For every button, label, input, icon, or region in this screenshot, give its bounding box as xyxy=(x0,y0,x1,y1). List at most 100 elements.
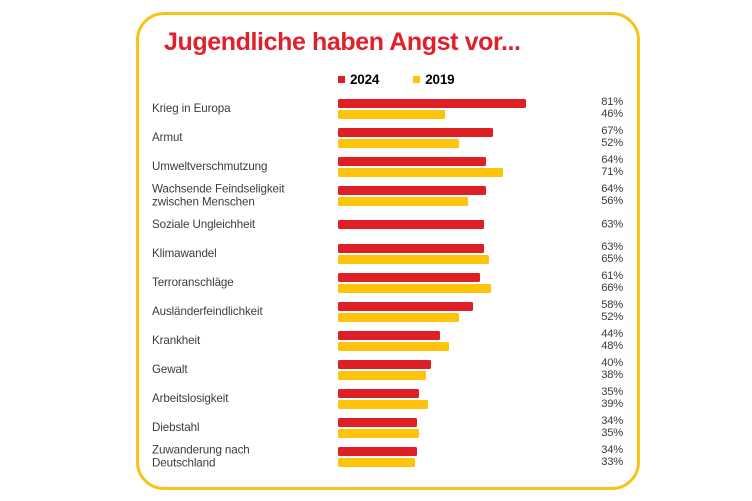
value-label-2019: 66% xyxy=(601,282,623,295)
category-label: Zuwanderung nach Deutschland xyxy=(152,443,327,470)
category-label-line: Umweltverschmutzung xyxy=(152,159,268,173)
value-label-2024: 44% xyxy=(601,327,623,340)
bar-2024 xyxy=(338,359,431,369)
bar-group xyxy=(338,355,570,384)
chart-row: Krankheit 44% 48% xyxy=(152,326,632,355)
bar-group xyxy=(338,384,570,413)
legend-item-2019: 2019 xyxy=(413,72,455,87)
category-label-line: Klimawandel xyxy=(152,246,217,260)
bar-2019 xyxy=(338,138,459,148)
bar-2019 xyxy=(338,196,468,206)
chart-row: Klimawandel 63% 65% xyxy=(152,239,632,268)
bar-group xyxy=(338,326,570,355)
bar-group xyxy=(338,181,570,210)
value-label-2024: 81% xyxy=(601,95,623,108)
value-label-2019: 71% xyxy=(601,166,623,179)
value-labels: 81% 46% xyxy=(577,96,623,122)
bar-group xyxy=(338,210,570,239)
category-label: Krieg in Europa xyxy=(152,102,327,116)
chart-row: Arbeitslosigkeit 35% 39% xyxy=(152,384,632,413)
value-labels: 63% 65% xyxy=(577,241,623,267)
legend-label-2024: 2024 xyxy=(350,72,380,87)
value-labels: 44% 48% xyxy=(577,328,623,354)
value-labels: 67% 52% xyxy=(577,125,623,151)
value-label-2024: 64% xyxy=(601,182,623,195)
category-label-line: Krieg in Europa xyxy=(152,101,231,115)
bar-2024 xyxy=(338,330,441,340)
page-title: Jugendliche haben Angst vor... xyxy=(164,28,521,56)
category-label: Terroranschläge xyxy=(152,276,327,290)
value-label-2019: 39% xyxy=(601,398,623,411)
bar-2019 xyxy=(338,428,420,438)
value-label-2024: 58% xyxy=(601,298,623,311)
category-label-line: Arbeitslosigkeit xyxy=(152,391,229,405)
bar-2019 xyxy=(338,167,503,177)
bar-group xyxy=(338,239,570,268)
value-label-2024: 34% xyxy=(601,443,623,456)
category-label: Klimawandel xyxy=(152,247,327,261)
legend-swatch-2019-icon xyxy=(413,76,421,84)
bar-2024 xyxy=(338,272,480,282)
bar-2019 xyxy=(338,283,492,293)
bar-2019 xyxy=(338,254,489,264)
category-label-line: Krankheit xyxy=(152,333,201,347)
bar-2019 xyxy=(338,109,445,119)
chart-rows: Krieg in Europa 81% 46% Armut 67% 52% Umweltve… xyxy=(152,94,632,471)
bar-group xyxy=(338,413,570,442)
value-label-2024: 40% xyxy=(601,356,623,369)
bar-group xyxy=(338,268,570,297)
value-label-2019: 48% xyxy=(601,340,623,353)
value-label-2024: 61% xyxy=(601,269,623,282)
bar-2024 xyxy=(338,301,473,311)
legend-label-2019: 2019 xyxy=(425,72,455,87)
chart-row: Terroranschläge 61% 66% xyxy=(152,268,632,297)
chart-row: Armut 67% 52% xyxy=(152,123,632,152)
bar-2024 xyxy=(338,417,417,427)
chart-row: Ausländerfeindlichkeit 58% 52% xyxy=(152,297,632,326)
category-label-line: Soziale Ungleichheit xyxy=(152,217,256,231)
value-label-2024: 34% xyxy=(601,414,623,427)
chart-row: Krieg in Europa 81% 46% xyxy=(152,94,632,123)
category-label: Armut xyxy=(152,131,327,145)
chart-row: Zuwanderung nach Deutschland 34% 33% xyxy=(152,442,632,471)
bar-2024 xyxy=(338,446,417,456)
category-label: Gewalt xyxy=(152,363,327,377)
category-label: Ausländerfeindlichkeit xyxy=(152,305,327,319)
value-labels: 34% 33% xyxy=(577,444,623,470)
bar-2024 xyxy=(338,156,487,166)
value-label-2024: 67% xyxy=(601,124,623,137)
category-label: Arbeitslosigkeit xyxy=(152,392,327,406)
value-labels: 63% xyxy=(577,218,623,231)
value-labels: 61% 66% xyxy=(577,270,623,296)
value-label-2019: 56% xyxy=(601,195,623,208)
category-label-line: Ausländerfeindlichkeit xyxy=(152,304,263,318)
value-labels: 64% 56% xyxy=(577,183,623,209)
legend-item-2024: 2024 xyxy=(338,73,379,87)
value-label-2019: 46% xyxy=(601,108,623,121)
category-label: Diebstahl xyxy=(152,421,327,435)
value-label-2024: 63% xyxy=(601,240,623,253)
bar-2024 xyxy=(338,98,526,108)
bar-group xyxy=(338,297,570,326)
category-label: Krankheit xyxy=(152,334,327,348)
chart-row: Soziale Ungleichheit 63% xyxy=(152,210,632,239)
category-label: Soziale Ungleichheit xyxy=(152,218,327,232)
value-labels: 58% 52% xyxy=(577,299,623,325)
value-label-2019: 52% xyxy=(601,137,623,150)
bar-2024 xyxy=(338,220,485,229)
bar-2019 xyxy=(338,457,415,467)
chart-row: Gewalt 40% 38% xyxy=(152,355,632,384)
chart-row: Wachsende Feindseligkeit zwischen Mensche… xyxy=(152,181,632,210)
value-label-2019: 52% xyxy=(601,311,623,324)
value-label-2019: 35% xyxy=(601,427,623,440)
value-label-2024: 64% xyxy=(601,153,623,166)
category-label-line: Diebstahl xyxy=(152,420,200,434)
value-label-2024: 63% xyxy=(601,218,623,231)
bar-group xyxy=(338,123,570,152)
bar-2024 xyxy=(338,388,420,398)
value-labels: 35% 39% xyxy=(577,386,623,412)
category-label: Wachsende Feindseligkeit zwischen Mensche… xyxy=(152,182,327,209)
category-label-line: Wachsende Feindseligkeit xyxy=(152,181,285,195)
chart-row: Umweltverschmutzung 64% 71% xyxy=(152,152,632,181)
